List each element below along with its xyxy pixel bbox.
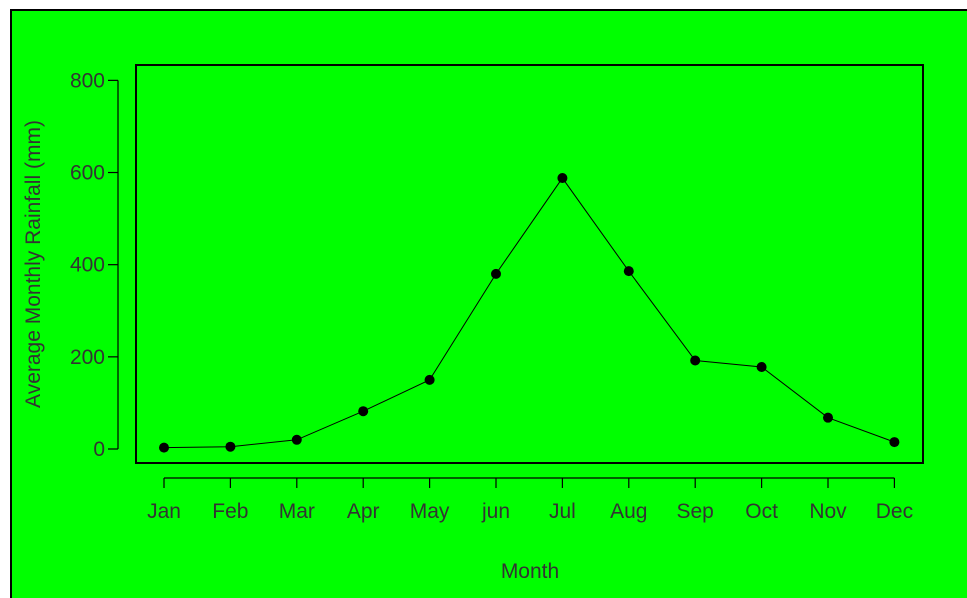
chart-background — [12, 11, 967, 598]
y-tick-label: 600 — [70, 162, 105, 185]
chart-panel-border — [10, 9, 967, 598]
x-axis: Jan Feb Mar Apr May jun Jul Aug Sep Oct Nov Dec — [147, 477, 913, 523]
data-point — [756, 361, 767, 372]
series-rainfall — [159, 173, 900, 453]
data-point — [225, 441, 236, 452]
data-point — [889, 437, 900, 448]
y-tick-label: 800 — [70, 69, 105, 92]
data-point — [623, 266, 634, 277]
x-tick-label: Dec — [876, 500, 913, 523]
data-point — [291, 434, 302, 445]
data-point — [557, 173, 568, 184]
series-line — [163, 177, 895, 449]
x-tick-label: Feb — [212, 500, 248, 523]
y-tick-label: 400 — [70, 254, 105, 277]
x-tick-label: May — [410, 500, 450, 523]
data-point — [491, 268, 501, 279]
x-tick-label: Oct — [745, 500, 778, 523]
x-axis-title: Month — [501, 560, 559, 583]
y-tick-label: 200 — [70, 346, 105, 369]
x-tick-label: Nov — [809, 500, 847, 523]
data-point — [823, 412, 833, 423]
x-tick-label: jun — [481, 500, 510, 523]
y-axis-title: Average Monthly Rainfall (mm) — [22, 120, 45, 408]
x-tick-label: Jul — [549, 500, 576, 523]
data-point — [159, 442, 169, 453]
data-point — [424, 374, 435, 385]
plot-frame — [135, 64, 924, 464]
data-point — [690, 355, 701, 366]
data-point — [358, 406, 369, 417]
y-tick-label: 0 — [93, 438, 105, 461]
x-tick-label: Apr — [347, 500, 380, 523]
y-axis: 0 200 400 600 800 — [70, 69, 119, 461]
x-tick-label: Jan — [147, 500, 181, 523]
x-tick-label: Sep — [677, 500, 714, 523]
x-tick-label: Aug — [610, 500, 647, 523]
x-tick-label: Mar — [279, 500, 315, 523]
